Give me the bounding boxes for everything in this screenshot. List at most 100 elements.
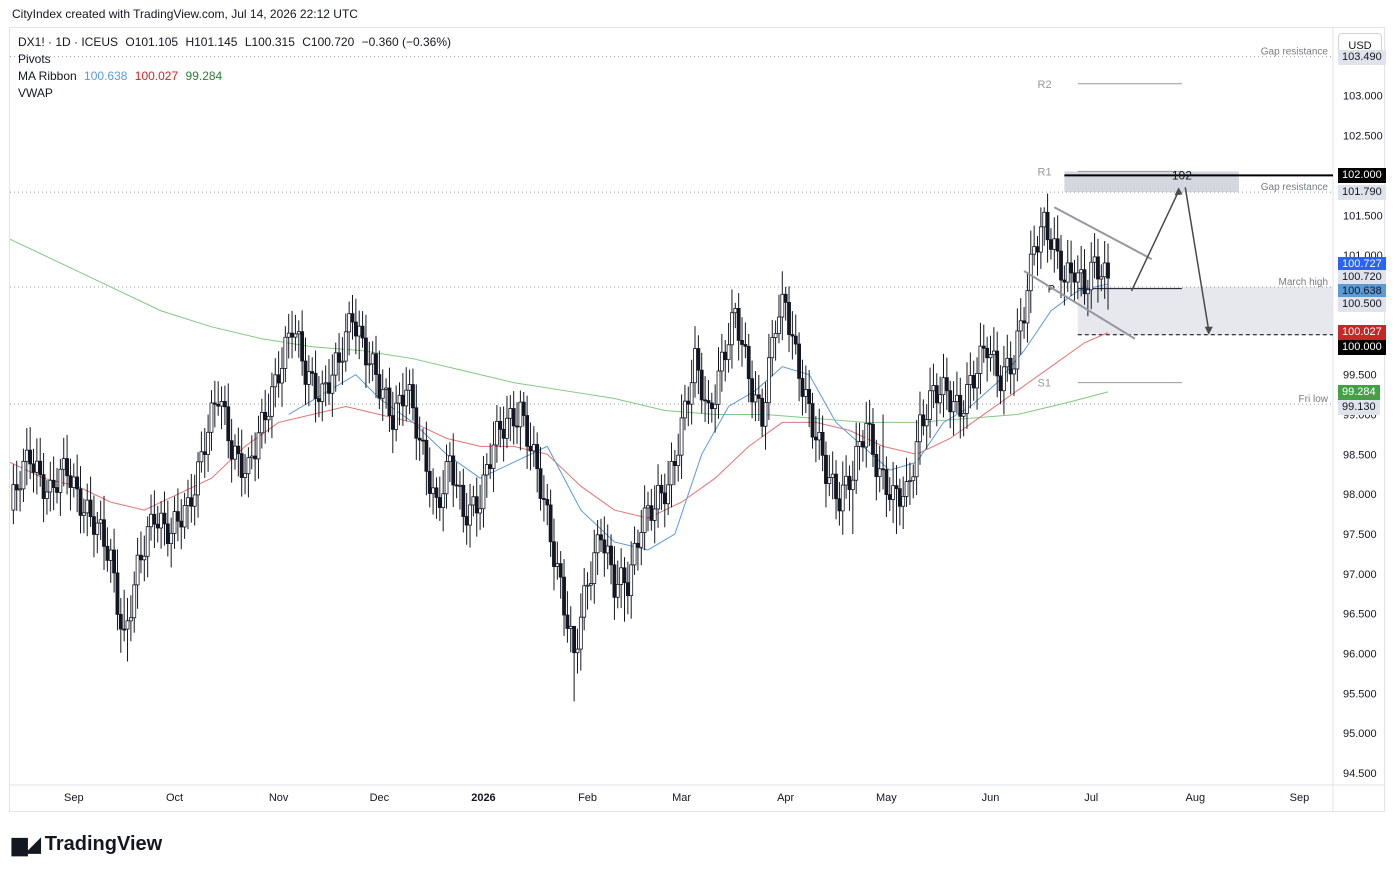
candle-body bbox=[944, 377, 949, 392]
candle-body bbox=[357, 325, 362, 337]
candle-body bbox=[306, 371, 311, 385]
candle-body bbox=[619, 567, 624, 585]
candle-body bbox=[662, 492, 667, 505]
candle-body bbox=[1062, 279, 1067, 283]
candle-body bbox=[820, 432, 825, 456]
candle-body bbox=[545, 499, 550, 506]
candle-body bbox=[840, 484, 845, 512]
candle-body bbox=[709, 402, 714, 410]
candle-body bbox=[444, 461, 449, 495]
candle-body bbox=[914, 441, 919, 478]
legend-symbol[interactable]: DX1! · 1D · ICEUS bbox=[18, 35, 119, 49]
legend-vwap[interactable]: VWAP bbox=[18, 86, 53, 100]
candle-body bbox=[837, 498, 842, 512]
x-tick-label: Mar bbox=[672, 792, 691, 804]
candle-body bbox=[108, 549, 113, 561]
chart-frame[interactable] bbox=[9, 27, 1385, 812]
candle-body bbox=[817, 432, 822, 441]
candle-body bbox=[1035, 246, 1040, 253]
candle-body bbox=[61, 458, 66, 470]
candle-body bbox=[139, 554, 143, 561]
price-tag: 100.027 bbox=[1338, 325, 1386, 341]
candle-body bbox=[921, 414, 926, 427]
candle-body bbox=[88, 499, 93, 518]
candle-body bbox=[860, 441, 865, 448]
legend-open: O101.105 bbox=[125, 35, 179, 49]
candle-body bbox=[911, 476, 916, 482]
candle-body bbox=[612, 564, 617, 598]
candle-body bbox=[585, 584, 590, 587]
candle-body bbox=[186, 497, 190, 506]
candle-body bbox=[528, 445, 533, 452]
candle-body bbox=[350, 313, 355, 323]
candle-body bbox=[283, 336, 288, 369]
x-tick-label: Sep bbox=[64, 792, 84, 804]
candle-body bbox=[1092, 256, 1097, 263]
candle-body bbox=[112, 549, 116, 574]
candle-body bbox=[857, 441, 862, 447]
candle-body bbox=[303, 360, 308, 385]
projection-arrow-down bbox=[1184, 187, 1210, 331]
candle-body bbox=[1079, 269, 1084, 274]
candle-body bbox=[468, 504, 472, 526]
candle-body bbox=[1002, 366, 1006, 392]
candle-body bbox=[364, 337, 368, 366]
candle-body bbox=[48, 479, 53, 493]
candle-body bbox=[871, 423, 875, 455]
candle-body bbox=[347, 313, 352, 333]
candle-body bbox=[575, 648, 580, 654]
candle-body bbox=[155, 523, 160, 529]
candle-body bbox=[646, 505, 650, 509]
candle-body bbox=[726, 344, 731, 361]
candle-body bbox=[353, 321, 358, 337]
candle-body bbox=[730, 312, 734, 346]
candle-body bbox=[719, 351, 724, 372]
candle-body bbox=[259, 411, 264, 434]
candle-body bbox=[142, 555, 147, 561]
candle-body bbox=[592, 552, 597, 584]
candle-body bbox=[605, 545, 610, 554]
x-tick-label: Sep bbox=[1290, 792, 1310, 804]
candle-body bbox=[756, 394, 761, 399]
candle-body bbox=[1059, 250, 1063, 281]
candle-body bbox=[333, 352, 338, 376]
candle-body bbox=[535, 444, 540, 470]
candle-body bbox=[542, 498, 546, 500]
candle-body bbox=[68, 475, 73, 488]
candle-body bbox=[286, 332, 291, 338]
candle-body bbox=[562, 576, 566, 616]
candle-body bbox=[1065, 262, 1070, 283]
candle-body bbox=[172, 511, 177, 534]
x-tick-label: 2026 bbox=[471, 792, 495, 804]
candle-body bbox=[434, 487, 439, 498]
price-tag: 100.727 bbox=[1338, 256, 1386, 272]
legend-pivots[interactable]: Pivots bbox=[18, 52, 51, 66]
candle-body bbox=[941, 377, 946, 396]
candle-body bbox=[639, 532, 644, 548]
candle-body bbox=[615, 584, 620, 598]
candle-body bbox=[132, 584, 137, 619]
candle-body bbox=[975, 372, 979, 389]
candle-body bbox=[280, 368, 284, 384]
candle-body bbox=[928, 390, 932, 420]
candle-body bbox=[525, 415, 530, 447]
candle-body bbox=[706, 400, 711, 404]
tradingview-logo[interactable]: ▆◢ TradingView bbox=[12, 832, 162, 857]
candle-body bbox=[740, 339, 744, 345]
candle-body bbox=[380, 389, 385, 399]
candle-body bbox=[327, 382, 331, 394]
candle-body bbox=[505, 417, 509, 439]
candle-body bbox=[1038, 226, 1043, 253]
legend-ma-ribbon[interactable]: MA Ribbon 100.638 100.027 99.284 bbox=[18, 69, 226, 83]
pivot-label: R2 bbox=[1038, 79, 1052, 91]
candle-body bbox=[246, 457, 251, 475]
candle-body bbox=[716, 370, 721, 405]
candle-body bbox=[239, 453, 244, 478]
candle-body bbox=[824, 454, 828, 484]
legend-ma-fast: 100.638 bbox=[84, 69, 128, 83]
candle-body bbox=[437, 497, 442, 508]
triangle-lower-trendline bbox=[1023, 270, 1136, 340]
candle-body bbox=[243, 473, 247, 478]
candle-body bbox=[1025, 290, 1030, 324]
